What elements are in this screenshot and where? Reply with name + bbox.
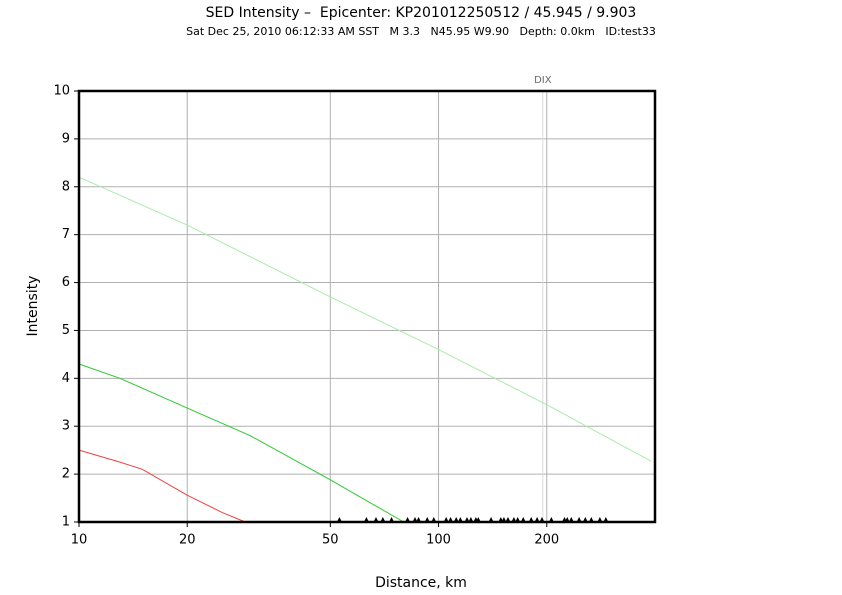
x-tick-label: 200	[534, 533, 559, 548]
series-line	[78, 449, 246, 523]
series-line	[78, 176, 652, 462]
y-tick-label: 3	[62, 419, 70, 434]
y-tick-label: 6	[62, 275, 70, 290]
y-tick-label: 2	[62, 467, 70, 482]
y-tick-label: 5	[62, 323, 70, 338]
x-tick-label: 10	[71, 533, 88, 548]
x-axis-label: Distance, km	[375, 575, 467, 591]
chart-subtitle: Sat Dec 25, 2010 06:12:33 AM SST M 3.3 N…	[186, 25, 656, 38]
x-tick-label: 20	[179, 533, 196, 548]
y-tick-label: 7	[62, 227, 70, 242]
y-tick-label: 4	[62, 371, 70, 386]
y-tick-label: 8	[62, 179, 70, 194]
x-tick-label: 100	[426, 533, 451, 548]
y-tick-label: 9	[62, 131, 70, 146]
chart-title: SED Intensity – Epicenter: KP20101225051…	[206, 5, 637, 21]
y-tick-label: 1	[62, 515, 70, 530]
plot-frame	[77, 89, 657, 524]
x-tick-label: 50	[322, 533, 339, 548]
y-axis-label: Intensity	[25, 276, 41, 337]
series-line	[78, 363, 404, 523]
annotation: DIX	[534, 75, 552, 86]
y-tick-label: 10	[53, 84, 70, 99]
